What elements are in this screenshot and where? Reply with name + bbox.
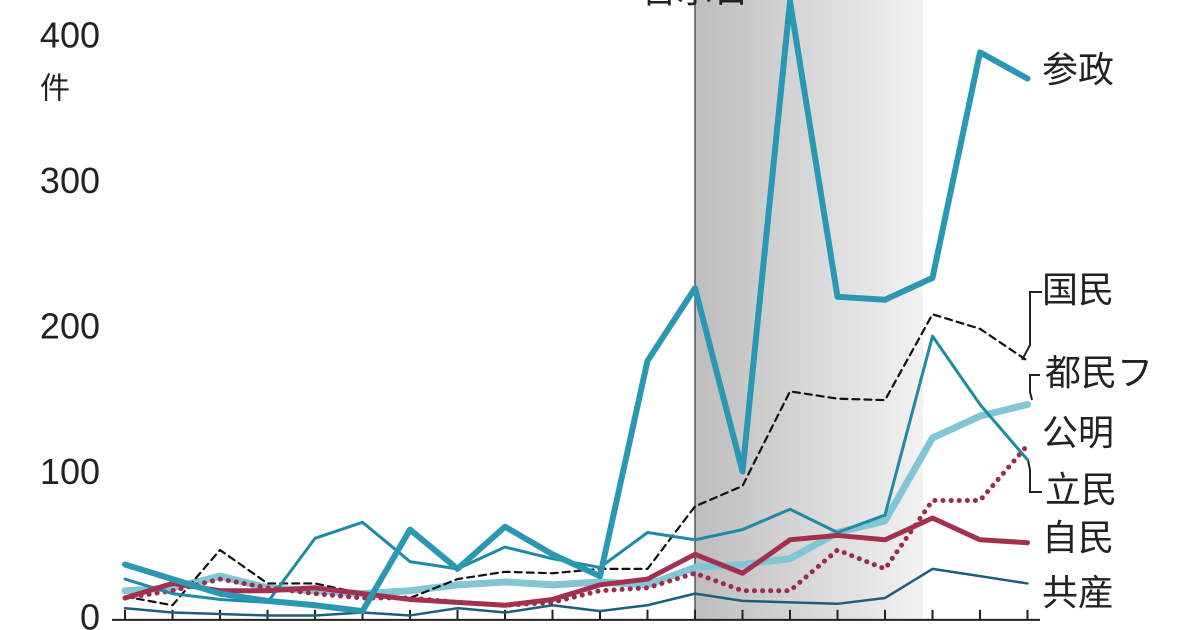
brackets [1021,291,1042,493]
series-label: 国民 [1042,270,1114,311]
y-tick-label: 200 [40,305,100,346]
series-line [123,313,1029,607]
series-line [123,567,1029,617]
series-label: 立民 [1045,470,1117,511]
highlight-band [695,0,923,620]
series-label: 自民 [1042,518,1114,559]
series-line [122,515,1030,608]
highlight-label: 告示日 [641,0,749,11]
series-label: 共産 [1042,573,1114,614]
series-line [122,0,1031,615]
series-label: 参政 [1042,50,1114,91]
series-label: 公明 [1042,413,1114,454]
y-tick-label: 300 [40,160,100,201]
y-tick-label: 0 [80,596,100,630]
y-tick-label: 100 [40,451,100,492]
y-axis-label: 件 [40,72,70,107]
y-tick-label: 400 [40,14,100,55]
series-label: 都民フ [1045,353,1153,394]
